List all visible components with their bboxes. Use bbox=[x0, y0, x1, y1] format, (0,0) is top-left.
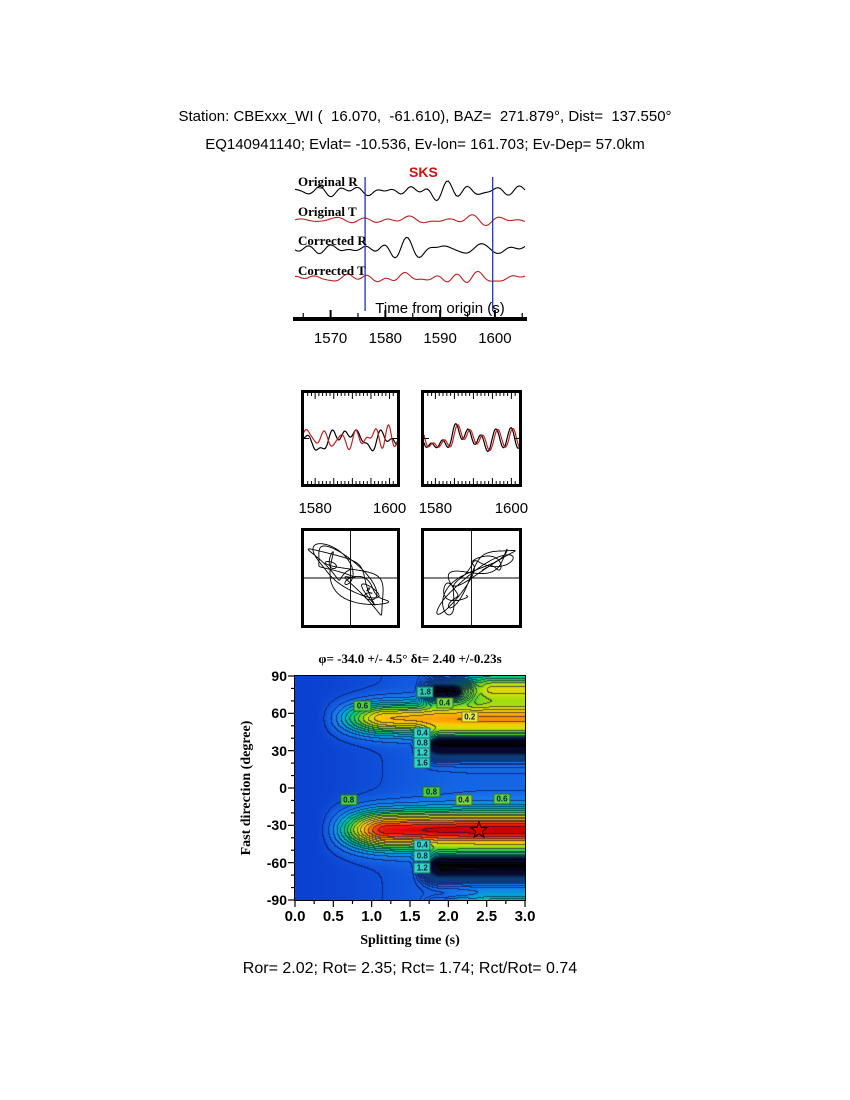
dt-axis-tick-label: 2.0 bbox=[437, 908, 459, 925]
zoom-left-tick-label: 1580 bbox=[298, 500, 332, 517]
phi-axis-tick-label: -60 bbox=[266, 854, 287, 871]
dt-axis-tick-label: 1.5 bbox=[399, 908, 421, 925]
dt-axis-tick-label: 0.0 bbox=[284, 908, 306, 925]
misfit-contour-canvas bbox=[295, 676, 525, 900]
time-axis-tick-label: 1580 bbox=[368, 330, 403, 347]
event-title: EQ140941140; Evlat= -10.536, Ev-lon= 161… bbox=[205, 136, 645, 153]
trace-label-corrected-t: Corrected T bbox=[298, 263, 366, 278]
dt-axis-tick-label: 0.5 bbox=[322, 908, 344, 925]
dt-axis-tick-label: 3.0 bbox=[514, 908, 536, 925]
zoom-panel-left-box bbox=[301, 390, 400, 487]
time-axis-tick-label: 1570 bbox=[313, 330, 348, 347]
phi-axis-tick-label: -30 bbox=[266, 817, 287, 834]
fast-direction-axis-label: Fast direction (degree) bbox=[239, 720, 254, 856]
particle-motion-left-box bbox=[301, 528, 400, 628]
time-axis-label: Time from origin (s) bbox=[375, 300, 505, 317]
splitting-ratio-stats: Ror= 2.02; Rot= 2.35; Rct= 1.74; Rct/Rot… bbox=[242, 960, 578, 977]
phi-axis-tick-label: 90 bbox=[271, 668, 287, 684]
station-title: Station: CBExxx_WI ( 16.070, -61.610), B… bbox=[178, 108, 672, 125]
misfit-title: φ= -34.0 +/- 4.5° δt= 2.40 +/-0.23s bbox=[318, 651, 502, 666]
zoom-left-tick-label: 1600 bbox=[372, 500, 407, 517]
phi-axis-tick-label: 60 bbox=[271, 705, 287, 722]
trace-label-original-r: Original R bbox=[298, 174, 358, 189]
zoom-right-tick-label: 1600 bbox=[494, 500, 529, 517]
zoom-panel-right-box bbox=[421, 390, 522, 487]
dt-axis-tick-label: 2.5 bbox=[476, 908, 498, 925]
phi-axis-tick-label: 30 bbox=[271, 742, 287, 759]
particle-motion-right-box bbox=[421, 528, 522, 628]
misfit-contour-plot bbox=[294, 675, 526, 901]
trace-label-original-t: Original T bbox=[298, 204, 357, 219]
time-axis-line bbox=[293, 317, 527, 321]
phase-label-sks: SKS bbox=[409, 164, 438, 180]
dt-axis-tick-label: 1.0 bbox=[361, 908, 383, 925]
splitting-time-axis-label: Splitting time (s) bbox=[360, 933, 460, 948]
time-axis-tick-label: 1590 bbox=[423, 330, 457, 347]
trace-label-corrected-r: Corrected R bbox=[298, 233, 367, 248]
time-axis-tick-label: 1600 bbox=[478, 330, 512, 347]
phi-axis-tick-label: -90 bbox=[266, 892, 287, 908]
zoom-right-tick-label: 1580 bbox=[418, 500, 453, 517]
phi-axis-tick-label: 0 bbox=[279, 780, 287, 796]
